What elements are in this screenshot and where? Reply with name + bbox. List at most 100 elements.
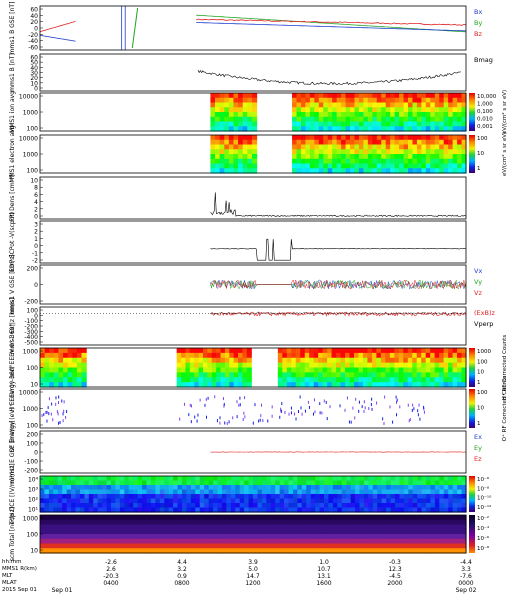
colorbar-tick: 0,100 (477, 109, 493, 115)
y-tick-hplus: 10 (30, 382, 38, 389)
y-tick-density: 10 (30, 178, 38, 185)
y-tick-edp-spec: 10⁴ (28, 477, 39, 484)
colorbar-edp-spec (469, 476, 475, 512)
colorbar-tick: 10⁻¹² (477, 504, 491, 511)
legend-Bmag: Bmag (474, 56, 493, 64)
footer-row-label: hh:mm (2, 559, 22, 565)
colorbar-tick: 1 (477, 380, 481, 386)
y-tick-vgse: 200 (27, 266, 39, 273)
colorbar-tick: 100 (477, 359, 488, 365)
y-tick-density: 6 (34, 192, 38, 199)
colorbar-tick: 100 (477, 390, 488, 396)
y-tick-density: 2 (34, 206, 38, 213)
tick-r: 4.4 (177, 559, 187, 566)
colorbar-tick: 10⁻⁸ (477, 485, 490, 492)
tick-time: 0400 (103, 580, 118, 587)
tick-time: 1200 (245, 580, 260, 587)
y-tick-edp: 3 (34, 222, 38, 229)
y-tick-oplus: 100 (27, 423, 39, 430)
colorbar-tick: 10⁻⁶ (477, 476, 490, 483)
tick-mlt: 12.3 (388, 566, 402, 573)
colorbar-label: eV/(cm² s sr eV) (501, 132, 508, 176)
legend-Ex: Ex (474, 433, 482, 441)
tick-mlt: 3.3 (461, 566, 471, 573)
y-tick-oplus: 10000 (19, 390, 38, 397)
tick-r: 3.9 (248, 559, 258, 566)
tick-mlt: 3.2 (177, 566, 187, 573)
y-tick-efield: 200 (27, 432, 39, 439)
colorbar-tick: 10⁻⁴ (477, 525, 490, 532)
y-tick-efield: 0 (34, 450, 38, 457)
colorbar-tick: 10⁻⁸ (477, 545, 490, 552)
colorbar-tick: 10 (477, 151, 484, 157)
tick-mlt: 10.7 (317, 566, 331, 573)
y-tick-expar: -500 (24, 340, 38, 347)
legend-By: By (474, 19, 482, 27)
colorbar-ele-spec (469, 135, 475, 173)
footer-row-label: MLT (2, 573, 13, 579)
y-tick-edp: 0 (34, 243, 38, 250)
legend-Bz: Bz (474, 30, 482, 38)
y-tick-efield: 100 (27, 441, 39, 448)
legend-Vperp: Vperp (474, 320, 493, 328)
tick-mlat: 13.1 (317, 573, 331, 580)
footer-row-label: 2015 Sep 01 (2, 587, 37, 593)
tick-r: -2.6 (105, 559, 117, 566)
tick-time: 2000 (387, 580, 402, 587)
plot-area (40, 54, 466, 91)
y-label-ele-spec: MMS1 electron avg (9, 125, 16, 183)
colorbar-tick: 10⁻² (477, 515, 489, 522)
tick-time: 1600 (316, 580, 331, 587)
y-tick-ele-spec: 1000 (23, 152, 38, 159)
y-tick-ele-spec: 100 (27, 168, 39, 175)
y-tick-edp: 2 (34, 229, 38, 236)
tick-mlat: 14.7 (246, 573, 260, 580)
date-start: Sep 01 (52, 587, 73, 594)
y-tick-density: 8 (34, 185, 38, 192)
tick-time: 0000 (458, 580, 473, 587)
plot-area (40, 177, 466, 219)
y-tick-hplus: 1000 (23, 349, 38, 356)
y-tick-oplus: 1000 (23, 406, 38, 413)
colorbar-tick: 10⁻¹⁰ (477, 495, 492, 502)
colorbar-oplus (469, 389, 475, 428)
date-end: Sep 02 (456, 587, 477, 594)
colorbar-ion-spec (469, 93, 475, 131)
y-tick-ion-spec: 1000 (23, 110, 38, 117)
y-tick-scm-spec: 10 (30, 548, 38, 555)
tick-mlt: 2.6 (106, 566, 116, 573)
tick-mlat: -7.6 (460, 573, 472, 580)
legend-Ey: Ey (474, 444, 482, 452)
y-tick-edp-spec: 10² (28, 497, 39, 504)
colorbar-tick: 1 (477, 421, 481, 427)
heatmap-ion-spec (210, 93, 466, 132)
legend-Vx: Vx (474, 267, 482, 275)
y-tick-edp-spec: 10³ (28, 487, 39, 494)
y-tick-ele-spec: 10000 (19, 136, 38, 143)
colorbar-tick: 0,010 (477, 117, 493, 123)
y-tick-edp: 1 (34, 236, 38, 243)
tick-r: -4.4 (460, 559, 472, 566)
colorbar-scm-spec (469, 515, 475, 553)
colorbar-tick: 10 (477, 406, 484, 412)
y-tick-edp-spec: 10¹ (28, 507, 39, 514)
y-tick-edp: -2 (32, 258, 38, 265)
colorbar-tick: 10,000 (477, 94, 497, 100)
colorbar-tick: 10 (477, 370, 484, 376)
colorbar-tick: 100 (477, 136, 488, 142)
footer-row-label: MMS1 R(km) (2, 566, 37, 572)
colorbar-tick: 0,001 (477, 124, 493, 130)
legend-Vy: Vy (474, 278, 482, 286)
colorbar-hplus (469, 348, 475, 387)
tick-mlt: 5.0 (248, 566, 258, 573)
